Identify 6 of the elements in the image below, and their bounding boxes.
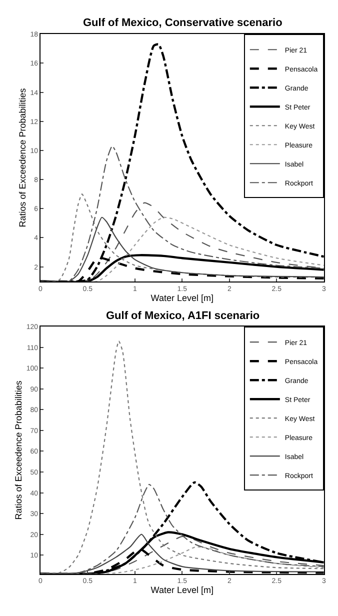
chart-title: Gulf of Mexico, A1FI scenario xyxy=(106,310,260,322)
x-axis-title: Water Level [m] xyxy=(150,292,214,303)
y-axis-title: Ratios of Exceedence Probabilities xyxy=(14,380,24,520)
x-axis-title: Water Level [m] xyxy=(150,585,214,596)
chart-title: Gulf of Mexico, Conservative scenario xyxy=(83,17,283,29)
y-axis-title: Ratios of Exceedence Probabilities xyxy=(18,88,28,228)
